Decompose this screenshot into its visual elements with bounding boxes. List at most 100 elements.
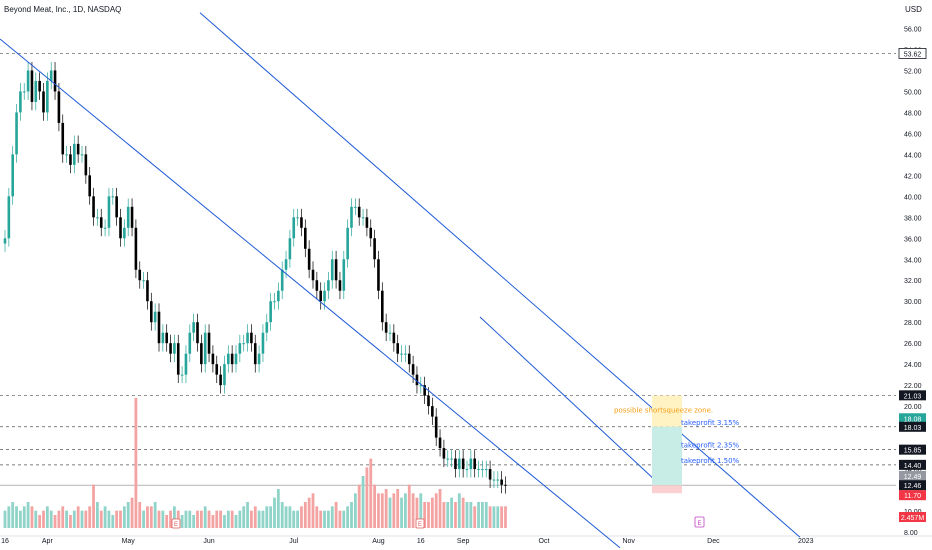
volume-bar — [423, 502, 427, 528]
volume-bar — [119, 510, 122, 528]
price-label: 18.03 — [904, 425, 922, 432]
channel-lower-line — [0, 38, 621, 549]
volume-bar — [111, 515, 115, 528]
candle-body — [103, 227, 107, 229]
candle-body — [180, 374, 184, 376]
volume-bar — [338, 510, 342, 528]
candle-body — [484, 469, 488, 471]
candle-body — [319, 290, 322, 302]
volume-bar — [88, 506, 92, 528]
volume-bar — [84, 510, 88, 528]
volume-bar — [11, 502, 15, 528]
volume-bar — [261, 510, 265, 528]
volume-bar — [481, 502, 484, 528]
volume-bar — [457, 493, 461, 528]
takeprofit-zone — [652, 426, 682, 486]
y-tick-label: 30.00 — [904, 299, 922, 306]
candle-body — [284, 259, 288, 270]
y-tick-label: 56.00 — [904, 26, 922, 33]
candle-body — [15, 112, 18, 155]
candle-body — [250, 332, 253, 344]
candle-body — [253, 343, 257, 365]
candle-body — [49, 70, 53, 81]
volume-bar — [311, 493, 315, 528]
volume-bar — [42, 510, 45, 528]
price-label: 21.03 — [904, 393, 922, 400]
candle-body — [404, 353, 407, 355]
x-tick-label: Jul — [289, 538, 298, 545]
y-tick-label: 14.00 — [904, 467, 922, 474]
candle-body — [146, 280, 149, 302]
volume-bar — [404, 493, 407, 528]
volume-bar — [465, 502, 469, 528]
candle-body — [334, 259, 338, 281]
volume-bar — [438, 489, 442, 528]
volume-bar — [15, 506, 18, 528]
volume-bar — [346, 506, 350, 528]
earnings-marker-label: E — [174, 522, 178, 528]
volume-bar — [280, 502, 284, 528]
x-tick-label: Nov — [622, 538, 635, 545]
candle-body — [492, 479, 496, 481]
candle-body — [234, 353, 238, 365]
candle-body — [469, 458, 473, 470]
volume-bar — [165, 515, 169, 528]
earnings-marker-label: E — [418, 522, 422, 528]
candle-body — [99, 217, 103, 228]
candle-body — [438, 437, 442, 449]
currency-label: USD — [905, 5, 922, 14]
candle-body — [396, 343, 399, 354]
candle-body — [92, 196, 95, 218]
x-tick-label: Apr — [42, 538, 54, 545]
volume-bar — [257, 510, 261, 528]
volume-bar — [99, 510, 103, 528]
candle-body — [477, 469, 480, 471]
candle-body — [342, 259, 346, 291]
candle-body — [69, 154, 72, 165]
y-tick-label: 34.00 — [904, 257, 922, 264]
volume-bar — [242, 506, 246, 528]
volume-bar — [122, 506, 126, 528]
candle-body — [22, 91, 26, 93]
volume-bar — [415, 497, 419, 528]
candle-body — [384, 322, 388, 333]
candle-body — [373, 238, 376, 260]
candle-body — [227, 353, 230, 365]
candle-body — [465, 469, 469, 471]
y-tick-label: 20.00 — [904, 404, 922, 411]
volume-bar — [265, 506, 269, 528]
volume-bar — [353, 493, 357, 528]
candle-body — [115, 196, 118, 218]
candle-body — [230, 353, 234, 365]
volume-bar — [188, 510, 192, 528]
volume-bar — [7, 506, 11, 528]
volume-bar — [30, 506, 34, 528]
candle-body — [153, 311, 157, 323]
candle-body — [500, 479, 503, 485]
price-label-box — [899, 490, 926, 501]
price-label: 12.49 — [904, 474, 922, 481]
volume-bar — [103, 506, 107, 528]
channel-upper-line — [199, 12, 801, 538]
candle-body — [3, 238, 7, 244]
volume-bar — [196, 510, 199, 528]
volume-bar — [307, 497, 311, 528]
candle-body — [157, 311, 161, 344]
volume-bar — [250, 510, 253, 528]
upcoming-earnings-marker — [694, 516, 705, 528]
candle-body — [427, 395, 430, 407]
candle-body — [350, 206, 353, 228]
candle-body — [481, 469, 484, 471]
price-label-box — [899, 413, 926, 424]
candle-body — [188, 332, 192, 354]
price-label: 12.46 — [904, 483, 922, 490]
candle-body — [57, 91, 61, 123]
volume-bar — [442, 502, 446, 528]
candle-body — [277, 290, 280, 302]
volume-bar — [149, 506, 153, 528]
volume-bar — [484, 502, 488, 528]
price-label-box — [899, 512, 926, 522]
candle-body — [361, 217, 365, 219]
y-tick-label: 28.00 — [904, 320, 922, 327]
